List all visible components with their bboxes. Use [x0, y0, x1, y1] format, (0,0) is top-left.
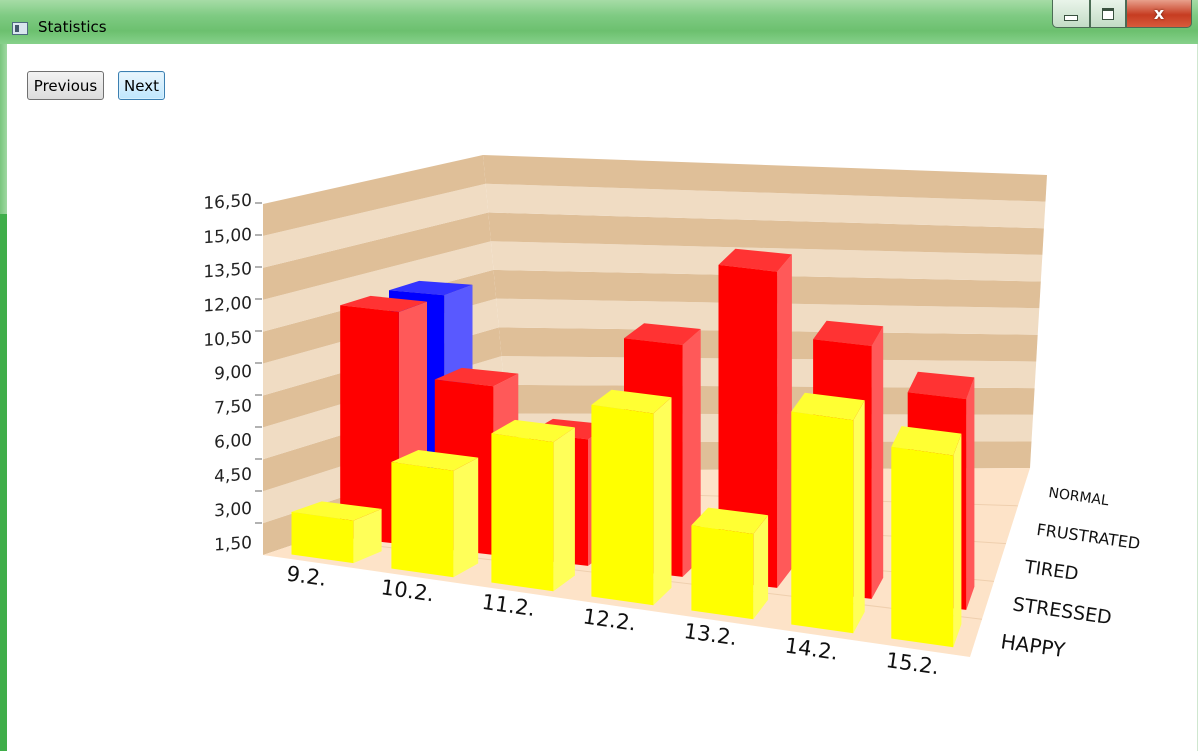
bar-side	[682, 329, 701, 577]
y-tick-label: 4,50	[214, 464, 252, 487]
bar-top	[591, 389, 672, 414]
bar-front	[291, 511, 354, 564]
bar-front	[718, 264, 778, 588]
bar-side	[453, 457, 479, 578]
y-tick-label: 10,50	[203, 328, 252, 351]
depth-category-label: STRESSED	[1011, 593, 1113, 629]
bar-top	[891, 426, 962, 456]
bar-front	[391, 462, 454, 578]
previous-button[interactable]: Previous	[27, 71, 104, 100]
close-button[interactable]: x	[1126, 0, 1192, 28]
bar-happy-6	[891, 426, 962, 648]
bar-happy-0	[291, 501, 382, 564]
bar-top	[391, 450, 479, 471]
bar-front	[591, 404, 654, 606]
y-tick-label: 6,00	[214, 430, 252, 453]
wall-band	[263, 155, 486, 236]
bar-stressed-4	[718, 248, 792, 588]
bar-top	[340, 295, 427, 312]
window-frame-left	[0, 44, 7, 751]
bar-side	[653, 397, 672, 606]
bar-happy-1	[391, 450, 479, 578]
bar-front	[491, 433, 554, 592]
bar-top	[491, 419, 575, 443]
y-tick-label: 13,50	[203, 259, 252, 282]
x-category-label: 10.2.	[379, 575, 435, 606]
y-tick-label: 12,00	[203, 293, 252, 316]
caption-buttons: x	[1046, 0, 1198, 28]
depth-category-label: TIRED	[1022, 557, 1079, 585]
wall-band	[488, 212, 1044, 255]
bar-top	[291, 501, 382, 521]
bar-top	[813, 320, 884, 346]
bar-side	[777, 254, 792, 588]
bar-happy-3	[591, 389, 672, 606]
y-tick-label: 3,00	[214, 499, 252, 522]
bar-side	[871, 326, 884, 599]
y-tick-label: 7,50	[214, 396, 252, 419]
y-axis: 1,50 3,00 4,50 6,00 7,50 9,00 10,50 12,00 13,50 1…	[203, 191, 262, 556]
bar-side	[953, 433, 962, 648]
x-category-label: 12.2.	[581, 604, 637, 635]
minimize-icon	[1064, 14, 1078, 21]
bars	[291, 248, 975, 648]
bar-side	[966, 377, 975, 610]
bar-happy-2	[491, 419, 575, 592]
bar-top	[389, 280, 473, 296]
bar-front	[791, 411, 854, 634]
depth-category-label: HAPPY	[999, 629, 1067, 662]
y-tick-label: 16,50	[203, 191, 252, 214]
y-tick-label: 1,50	[214, 533, 252, 556]
bar-top	[718, 248, 792, 272]
next-button[interactable]: Next	[118, 71, 165, 100]
x-category-label: 15.2.	[884, 648, 940, 679]
bar-top	[691, 507, 769, 534]
bar-front	[340, 305, 399, 544]
bar-side	[553, 427, 575, 592]
y-tick-label: 15,00	[203, 225, 252, 248]
maximize-icon	[1102, 7, 1114, 20]
y-tick-label: 9,00	[214, 362, 252, 385]
bar-top	[907, 371, 975, 400]
title-bar[interactable]: Statistics x	[0, 0, 1198, 44]
bar-front	[691, 525, 754, 620]
bar-top	[791, 392, 865, 421]
bar-front	[891, 446, 954, 648]
maximize-button[interactable]	[1090, 0, 1126, 28]
bar-top	[624, 323, 701, 345]
bar-side	[753, 515, 769, 620]
app-icon	[12, 22, 28, 35]
depth-category-label: NORMAL	[1047, 485, 1110, 509]
bar-side	[853, 400, 865, 634]
x-category-label: 11.2.	[480, 590, 536, 621]
bar-top	[434, 367, 519, 387]
x-category-label: 14.2.	[783, 633, 839, 664]
bar-side	[353, 508, 382, 564]
bar-happy-5	[791, 392, 865, 634]
wall-band	[263, 241, 494, 332]
x-category-label: 9.2.	[285, 562, 328, 591]
bar-happy-4	[691, 507, 769, 620]
x-category-label: 13.2.	[682, 619, 738, 650]
wall-band	[263, 183, 489, 268]
minimize-button[interactable]	[1052, 0, 1090, 28]
wall-band	[485, 183, 1046, 229]
window-title: Statistics	[38, 18, 107, 36]
close-icon: x	[1153, 4, 1165, 23]
depth-category-label: FRUSTRATED	[1035, 520, 1141, 553]
wall-band	[263, 212, 491, 300]
wall-band	[483, 155, 1047, 202]
